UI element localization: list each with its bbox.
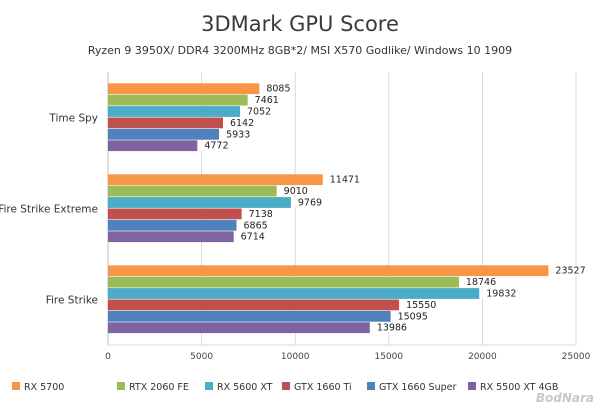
data-label-bg: [551, 265, 590, 276]
data-label-bg: [482, 288, 521, 299]
category-label: Fire Strike Extreme: [0, 204, 98, 216]
data-label-bg: [200, 140, 233, 151]
data-label: 6865: [244, 220, 268, 231]
data-label-bg: [222, 129, 255, 140]
legend-swatch: [282, 382, 290, 390]
legend-swatch: [12, 382, 20, 390]
bar: [108, 83, 260, 95]
bar: [108, 265, 549, 277]
bar: [108, 128, 220, 140]
data-label-bg: [372, 322, 411, 333]
x-tick-labels: 0 5000 10000 15000 20000 25000: [105, 352, 590, 362]
legend-swatch: [205, 382, 213, 390]
data-label-bg: [225, 118, 258, 128]
data-label-bg: [325, 174, 364, 185]
data-label-bg: [461, 277, 500, 288]
data-label: 13986: [377, 323, 407, 334]
bar: [108, 219, 237, 231]
data-label: 6714: [241, 232, 265, 243]
data-label: 4772: [204, 141, 228, 152]
data-label: 15095: [398, 311, 428, 322]
data-label-bg: [279, 186, 312, 197]
category-label: Time Spy: [48, 113, 98, 125]
bar: [108, 288, 480, 299]
bar: [108, 117, 223, 129]
x-tick-label: 15000: [374, 352, 403, 362]
bar: [108, 299, 400, 311]
x-tick-label: 5000: [190, 352, 213, 362]
bar: [108, 106, 241, 117]
legend-label: RX 5700: [24, 382, 64, 393]
x-tick-label: 0: [105, 352, 111, 362]
data-label-bg: [293, 197, 326, 208]
data-label: 19832: [486, 289, 516, 300]
legend-swatch: [367, 382, 375, 390]
watermark: BodNara: [536, 391, 594, 405]
x-tick-label: 10000: [281, 352, 310, 362]
data-label: 15550: [406, 300, 436, 311]
data-label: 23527: [555, 266, 585, 277]
legend-label: GTX 1660 Super: [379, 382, 456, 393]
data-label: 11471: [330, 175, 360, 186]
legend-swatch: [117, 382, 125, 390]
data-label: 9769: [298, 198, 322, 209]
data-label-bg: [402, 300, 441, 310]
x-tick-label: 25000: [562, 352, 591, 362]
category-labels: Time Spy Fire Strike Extreme Fire Strike: [0, 113, 98, 307]
bar: [108, 174, 323, 186]
bar: [108, 322, 370, 334]
bar: [108, 208, 242, 220]
chart-subtitle: Ryzen 9 3950X/ DDR4 3200MHz 8GB*2/ MSI X…: [88, 44, 512, 57]
bar: [108, 94, 248, 106]
legend-label: RX 5500 XT 4GB: [480, 382, 558, 393]
legend-label: RTX 2060 FE: [129, 382, 189, 393]
legend-label: GTX 1660 Ti: [294, 382, 352, 393]
data-label: 5933: [226, 129, 250, 140]
data-label-bg: [239, 220, 272, 231]
data-label-bg: [236, 231, 269, 242]
bar: [108, 231, 234, 243]
data-label-bg: [250, 95, 283, 106]
bar: [108, 310, 391, 322]
data-label: 18746: [466, 277, 496, 288]
data-label: 6142: [230, 118, 254, 129]
bar: [108, 185, 277, 197]
bar: [108, 276, 459, 288]
bar: [108, 140, 198, 152]
bar: [108, 197, 291, 208]
legend-label: RX 5600 XT: [217, 382, 273, 393]
data-label: 7461: [255, 95, 279, 106]
category-label: Fire Strike: [46, 295, 98, 307]
data-label: 7052: [247, 107, 271, 118]
data-label-bg: [262, 83, 295, 94]
legend-swatch: [468, 382, 476, 390]
data-label: 7138: [249, 209, 273, 220]
data-label: 8085: [266, 84, 290, 95]
chart-title: 3DMark GPU Score: [201, 12, 399, 36]
x-tick-label: 20000: [468, 352, 497, 362]
bars: [108, 83, 549, 334]
data-label-bg: [244, 209, 277, 219]
legend: RX 5700 RTX 2060 FE RX 5600 XT GTX 1660 Ti G…: [12, 382, 558, 393]
data-label-bg: [393, 311, 432, 322]
data-label: 9010: [284, 186, 308, 197]
data-label-bg: [243, 106, 276, 117]
